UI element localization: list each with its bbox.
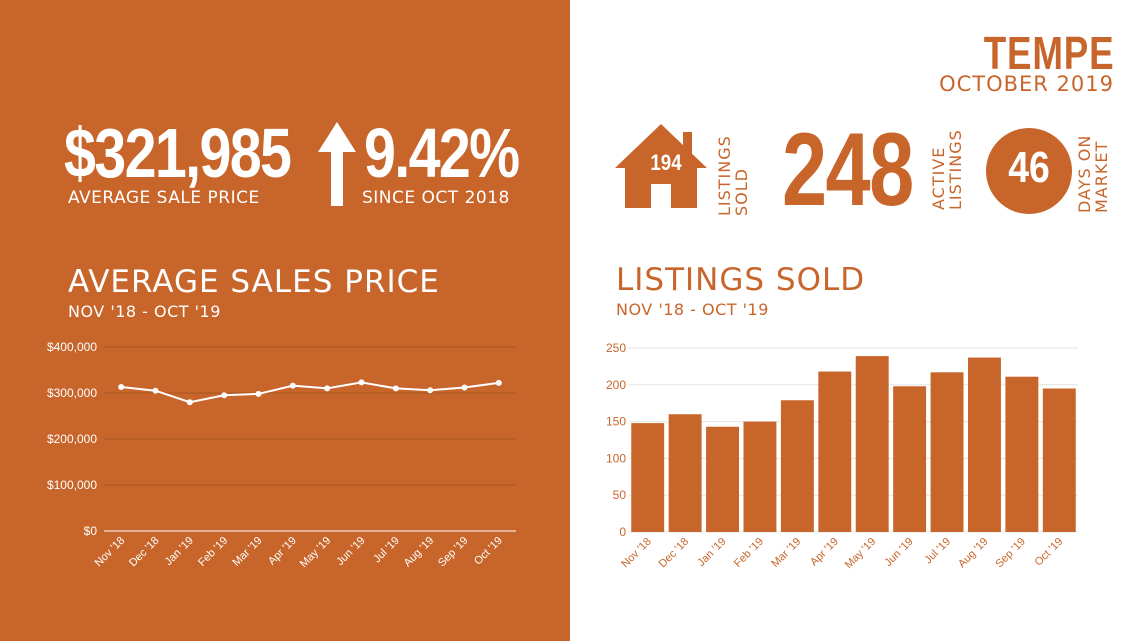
listings-bar xyxy=(631,423,665,532)
x-tick-label: Jun '19 xyxy=(334,535,367,568)
y-tick-label: 200 xyxy=(606,378,626,392)
days-on-market-circle xyxy=(986,128,1072,214)
price-point xyxy=(392,385,399,392)
x-tick-label: Apr '19 xyxy=(808,536,841,569)
listings-bar xyxy=(1005,376,1039,532)
x-tick-label: Nov '18 xyxy=(619,536,654,571)
listings-sold-chart-subtitle: NOV '18 - OCT '19 xyxy=(616,300,769,319)
x-tick-label: May '19 xyxy=(298,535,333,570)
left-panel: $321,985 AVERAGE SALE PRICE 9.42% SINCE … xyxy=(0,0,570,641)
listings-sold-label: LISTINGS SOLD xyxy=(715,135,751,216)
price-point xyxy=(495,379,502,386)
listings-bar xyxy=(930,372,964,532)
listings-bar xyxy=(668,414,702,532)
listings-sold-chart-title: LISTINGS SOLD xyxy=(616,262,866,298)
x-tick-label: Jul '19 xyxy=(371,535,402,566)
x-tick-label: Oct '19 xyxy=(1033,536,1066,569)
listings-bar xyxy=(780,400,814,532)
listings-bar xyxy=(743,421,777,532)
price-point xyxy=(461,384,468,391)
price-point xyxy=(221,392,228,399)
price-point xyxy=(427,387,434,394)
price-change-percent: 9.42% xyxy=(364,114,520,192)
price-point xyxy=(289,382,296,389)
x-tick-label: Jan '19 xyxy=(695,536,728,569)
y-tick-label: 50 xyxy=(613,488,627,502)
price-point xyxy=(255,390,262,397)
listings-bar xyxy=(893,386,927,532)
avg-sales-price-line-chart: $0 $100,000 $200,000 $300,000 $400,000 Nov '1… xyxy=(47,340,516,570)
x-tick-label: Sep '19 xyxy=(993,536,1028,571)
price-line xyxy=(121,381,499,404)
price-point xyxy=(152,387,159,394)
x-tick-label: Aug '19 xyxy=(956,536,991,571)
avg-sales-price-chart-title: AVERAGE SALES PRICE xyxy=(68,264,440,300)
x-tick-label: Sep '19 xyxy=(436,535,471,570)
x-tick-label: Apr '19 xyxy=(266,535,299,568)
x-tick-label: Oct '19 xyxy=(472,535,505,568)
price-change-label: SINCE OCT 2018 xyxy=(362,188,510,208)
y-tick-label: $200,000 xyxy=(47,432,97,446)
y-tick-label: $400,000 xyxy=(47,340,97,354)
x-tick-label: Mar '19 xyxy=(769,536,803,570)
price-point xyxy=(358,379,365,386)
listings-sold-bar-chart: 0 50 100 150 200 250 Nov '18 Dec '18 Jan '19 Feb … xyxy=(606,341,1078,571)
y-tick-label: 250 xyxy=(606,341,626,355)
y-tick-label: $0 xyxy=(84,524,98,538)
average-sale-price-value: $321,985 xyxy=(64,114,292,192)
listings-bar xyxy=(818,371,852,532)
price-point xyxy=(324,385,331,392)
x-tick-label: Feb '19 xyxy=(732,536,766,570)
x-tick-label: Dec '18 xyxy=(127,535,162,570)
y-tick-label: $100,000 xyxy=(47,478,97,492)
x-tick-label: Nov '18 xyxy=(93,535,128,570)
house-icon xyxy=(615,124,707,208)
days-on-market-value: 46 xyxy=(1008,143,1050,192)
x-tick-label: Jan '19 xyxy=(163,535,196,568)
report-period: OCTOBER 2019 xyxy=(939,72,1114,96)
average-sale-price-label: AVERAGE SALE PRICE xyxy=(68,188,260,208)
y-tick-label: 100 xyxy=(606,451,626,465)
right-panel: TEMPE OCTOBER 2019 194 LISTINGS SOLD 248… xyxy=(570,0,1140,641)
x-tick-label: Jul '19 xyxy=(922,536,953,567)
x-tick-label: Aug '19 xyxy=(402,535,437,570)
listings-bar xyxy=(1042,388,1076,532)
listings-bar xyxy=(706,426,740,532)
active-listings-value: 248 xyxy=(782,112,914,228)
active-listings-label: ACTIVE LISTINGS xyxy=(929,129,965,210)
city-title: TEMPE xyxy=(983,27,1114,79)
y-tick-label: 0 xyxy=(619,525,626,539)
listings-sold-value: 194 xyxy=(650,150,682,175)
y-tick-label: 150 xyxy=(606,415,626,429)
listings-bar xyxy=(967,357,1001,532)
avg-sales-price-chart-subtitle: NOV '18 - OCT '19 xyxy=(68,302,221,321)
x-tick-label: Feb '19 xyxy=(196,535,230,569)
price-point xyxy=(118,384,125,391)
price-point xyxy=(186,399,193,406)
x-tick-label: Jun '19 xyxy=(882,536,915,569)
listings-bar xyxy=(855,356,889,532)
x-tick-label: May '19 xyxy=(843,536,878,571)
y-tick-label: $300,000 xyxy=(47,386,97,400)
x-tick-label: Dec '18 xyxy=(657,536,692,571)
up-arrow-icon xyxy=(318,122,356,206)
days-on-market-label: DAYS ON MARKET xyxy=(1075,134,1111,213)
x-tick-label: Mar '19 xyxy=(230,535,264,569)
